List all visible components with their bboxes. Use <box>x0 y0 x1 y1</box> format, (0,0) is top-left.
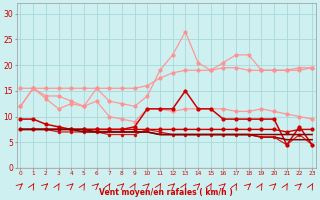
X-axis label: Vent moyen/en rafales ( km/h ): Vent moyen/en rafales ( km/h ) <box>100 188 233 197</box>
